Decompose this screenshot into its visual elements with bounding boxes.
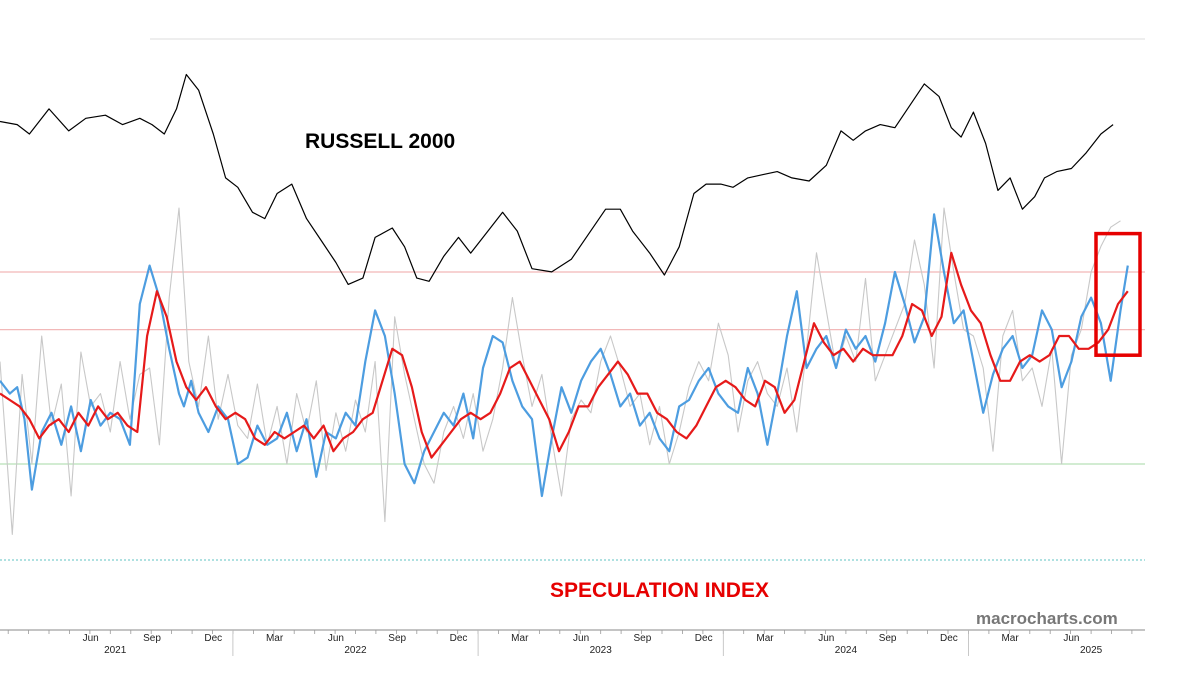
x-tick-label-year: 2021 [104,645,127,656]
x-axis: Jun Sep Dec Mar Jun Sep Dec Mar Jun Sep Dec Mar Jun S… [0,629,1145,656]
x-tick-label-month: Sep [634,633,652,644]
watermark-text: macrocharts.com [976,609,1118,628]
x-tick-label-month: Dec [695,633,713,644]
x-tick-label-month: Sep [879,633,897,644]
x-tick-label-month: Jun [83,633,99,644]
x-tick-label-month: Dec [940,633,958,644]
x-tick-label-year: 2022 [344,645,367,656]
series-line-speculation-index-daily [0,207,1121,535]
series-layer [0,207,1129,535]
x-tick-label-month: Mar [1001,633,1019,644]
series-line-speculation-index-fast-ma [0,213,1129,498]
highlight-box [1094,231,1142,357]
x-tick-label-month: Mar [756,633,774,644]
x-tick-label-year: 2025 [1080,645,1103,656]
x-tick-label-month: Jun [1063,633,1079,644]
x-tick-label-month: Sep [388,633,406,644]
x-tick-label-month: Mar [511,633,529,644]
x-tick-label-month: Jun [573,633,589,644]
series-line-speculation-index-slow-ma [0,251,1129,459]
x-tick-label-month: Jun [328,633,344,644]
x-tick-label-month: Jun [818,633,834,644]
annotation-layer [1094,231,1142,357]
x-tick-label-month: Mar [266,633,284,644]
russell-2000-title: RUSSELL 2000 [305,130,455,153]
x-tick-label-month: Dec [450,633,468,644]
russell-layer [0,73,1114,285]
russell-2000-line [0,73,1114,285]
speculation-index-title: SPECULATION INDEX [550,579,769,602]
x-tick-label-month: Dec [204,633,222,644]
x-tick-label-year: 2023 [590,645,613,656]
x-tick-label-year: 2024 [835,645,858,656]
x-tick-label-month: Sep [143,633,161,644]
